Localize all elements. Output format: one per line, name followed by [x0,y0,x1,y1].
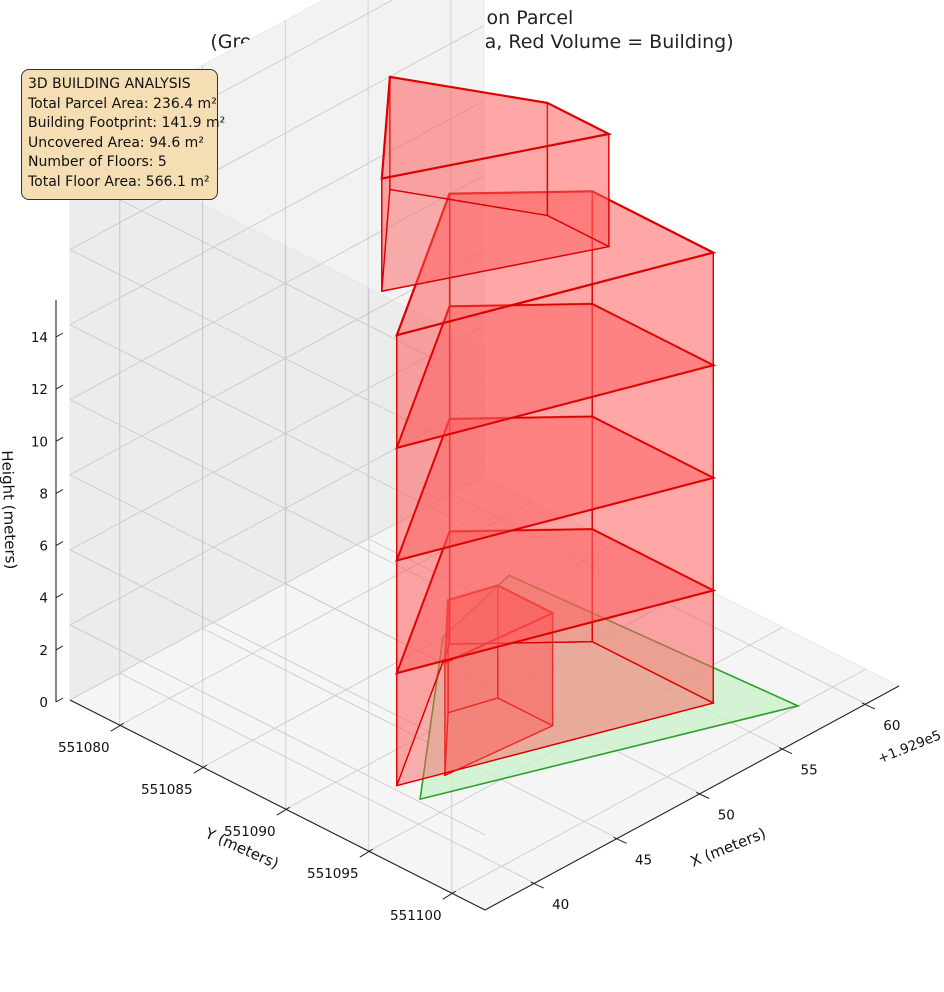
y-tick-label: 551100 [390,908,442,924]
building-top-face [395,190,717,337]
building-volume [380,75,717,787]
building-bottom-face [395,641,716,787]
y-tick [110,722,125,732]
stats-building-footprint: Building Footprint: 141.9 m² [28,115,226,132]
grid-line-y-floor [119,500,534,726]
x-tick-label: 60 [883,718,900,734]
z-tick [55,332,64,338]
building-bottom-face [395,303,716,449]
y-tick-label: 551085 [141,782,193,798]
z-tick [55,436,64,442]
grid-line-z-side [69,549,486,761]
grid-line-z-side [69,174,486,385]
z-tick-label: 8 [39,486,48,502]
stats-total-floor-area: Total Floor Area: 566.1 m² [28,173,210,190]
z-tick [55,697,64,703]
z-tick-label: 0 [39,695,48,711]
z-tick-label: 4 [39,591,48,607]
y-tick [442,890,457,900]
building-top-face [380,75,613,180]
tick-marks [55,332,876,900]
x-axis-line [484,685,900,911]
x-tick [861,702,876,710]
z-tick-label: 6 [39,539,48,555]
x-tick-label: 55 [801,763,818,779]
building-bottom-face [381,188,611,293]
grid-line-z-back [69,25,485,250]
z-axis-label: Height (meters) [0,450,20,570]
z-tick [55,593,64,599]
grid-line-z-side [69,474,486,686]
grid-line-y-floor [202,542,617,768]
y-axis-line [69,699,486,911]
y-tick [276,806,291,816]
grid-lines [69,0,867,911]
x-tick-label: 50 [718,808,735,824]
y-tick [193,764,208,774]
axis-lines [55,300,900,911]
building-floor-4 [395,190,717,449]
x-tick-label: 40 [552,897,569,913]
building-bottom-face [395,528,716,674]
building-bottom-face [444,697,555,777]
y-tick-label: 551090 [224,824,276,840]
x-tick-label: 45 [635,852,652,868]
building-floor-5 [380,75,613,293]
x-tick [696,792,710,799]
analysis-stats-box: 3D BUILDING ANALYSIS Total Parcel Area: … [21,69,226,200]
z-tick [55,541,64,547]
building-floor-3 [395,302,717,562]
grid-line-z-back [69,175,485,401]
grid-line-x-floor [119,672,535,884]
z-tick-label: 14 [31,330,48,346]
x-tick [613,836,627,844]
x-axis-label: X (meters) [688,824,769,871]
grid-line-z-back [69,325,485,551]
y-tick-label: 551080 [58,740,110,756]
stats-floor-count: Number of Floors: 5 [28,154,167,171]
stats-heading: 3D BUILDING ANALYSIS [28,76,191,92]
building-floor-2 [395,415,717,674]
building-bottom-face [395,415,716,562]
grid-line-x-floor [202,627,618,839]
y-tick [359,848,374,858]
grid-line-z-side [69,324,486,536]
grid-line-z-back [69,100,485,326]
x-tick [530,881,544,889]
stats-parcel-area: Total Parcel Area: 236.4 m² [28,95,217,112]
z-tick [55,384,64,390]
z-tick [55,645,64,651]
grid-line-z-side [69,399,486,611]
grid-line-z-side [69,624,486,836]
z-tick-label: 2 [39,643,48,659]
grid-line-z-back [69,400,485,626]
z-tick-label: 10 [31,434,48,450]
z-tick [55,488,64,494]
z-tick-label: 12 [31,382,48,398]
grid-line-z-side [69,249,486,460]
stats-uncovered-area: Uncovered Area: 94.6 m² [28,134,204,151]
x-tick [778,747,793,755]
y-tick-label: 551095 [307,866,359,882]
